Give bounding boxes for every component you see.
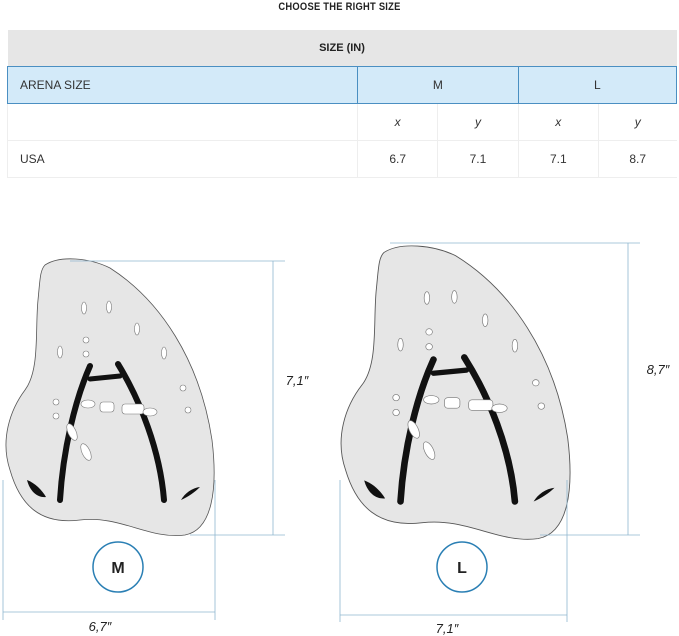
paddle-medium-illustration <box>6 259 214 536</box>
size-badge-l <box>436 541 488 593</box>
axis-y: y <box>437 103 519 141</box>
size-table: SIZE (IN) ARENA SIZE M L x y x y USA 6.7… <box>7 30 678 178</box>
page-title: CHOOSE THE RIGHT SIZE <box>278 1 401 13</box>
size-badge-m <box>92 541 144 593</box>
dimension-lines <box>2 242 640 622</box>
axis-y: y <box>597 103 677 141</box>
table-row: USA 6.7 7.1 7.1 8.7 <box>7 140 677 178</box>
badge-l-label: L <box>457 560 467 577</box>
medium-height-label: 7,1″ <box>286 373 309 388</box>
row-label: USA <box>7 140 358 178</box>
cell: 7.1 <box>517 140 599 178</box>
cell: 6.7 <box>356 140 438 178</box>
axis-x: x <box>356 103 438 141</box>
cell: 7.1 <box>437 140 519 178</box>
empty-cell <box>7 103 358 141</box>
size-m: M <box>357 66 519 104</box>
medium-width-label: 6,7″ <box>89 619 112 634</box>
large-width-label: 7,1″ <box>436 621 459 636</box>
paddle-large-illustration <box>341 246 570 539</box>
badge-m-label: M <box>111 560 124 577</box>
size-l: L <box>517 66 678 104</box>
cell: 8.7 <box>597 140 677 178</box>
size-label: ARENA SIZE <box>7 66 358 104</box>
table-header: SIZE (IN) <box>7 30 677 67</box>
axis-x: x <box>517 103 599 141</box>
large-height-label: 8,7″ <box>647 362 670 377</box>
